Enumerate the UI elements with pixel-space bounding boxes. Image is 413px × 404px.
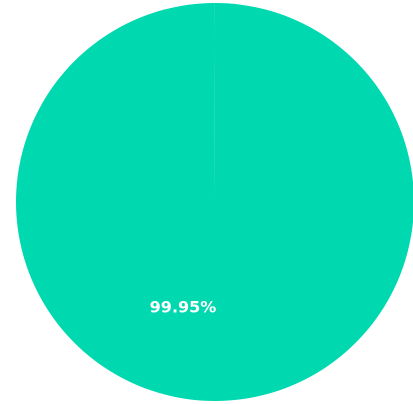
- pie-slice-0[interactable]: [16, 3, 413, 401]
- pie-slice-1[interactable]: [214, 3, 215, 202]
- pie-slice-label-0: 99.95%: [150, 298, 217, 317]
- pie-labels: 99.95%: [150, 298, 217, 317]
- pie-slices: [16, 3, 413, 401]
